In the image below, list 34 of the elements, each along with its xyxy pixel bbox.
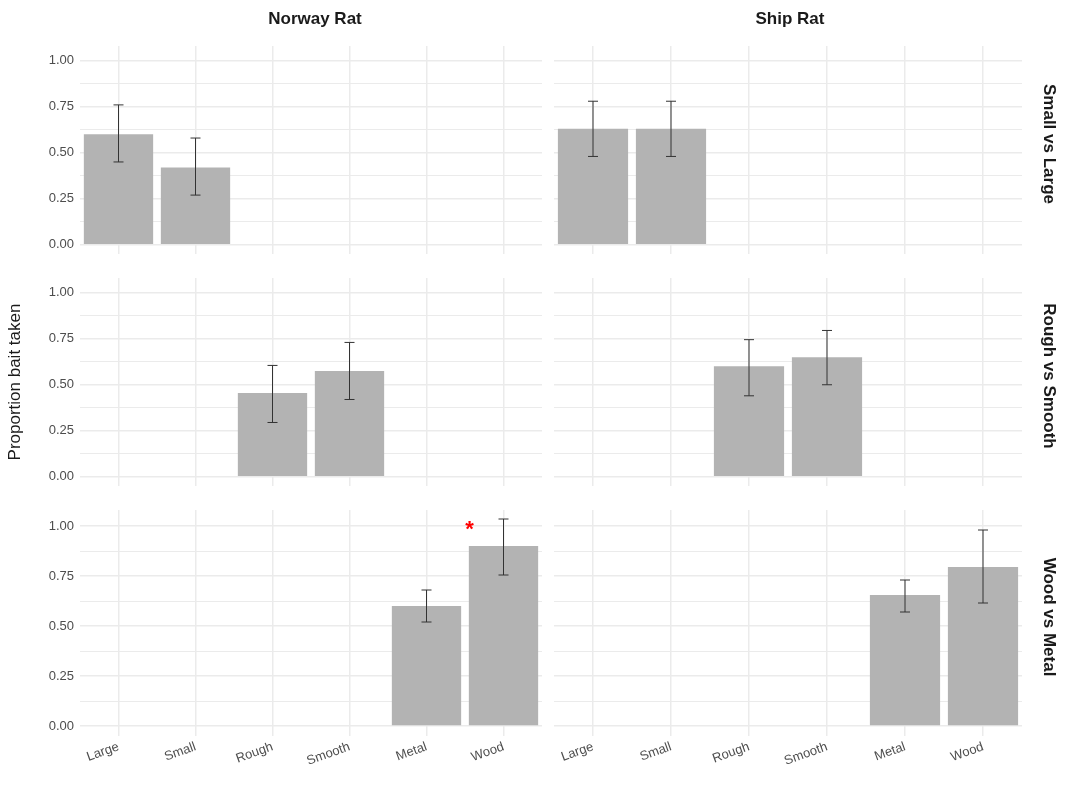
x-tick-label: Rough [710, 738, 752, 766]
y2-axis-title: Rough vs Smooth [1039, 303, 1060, 449]
y-tick-label: 0.00 [48, 468, 74, 484]
y-tick-label: 0.50 [48, 144, 74, 160]
x-tick-label: Rough [233, 738, 275, 766]
y2-axis-title: Small vs Large [1039, 83, 1060, 205]
x-tick-label: Metal [393, 738, 429, 764]
y-tick-label: 0.75 [48, 567, 74, 583]
x-tick-label: Small [637, 738, 674, 764]
y-tick-label: 0.50 [48, 376, 74, 392]
y-tick-label: 0.75 [48, 330, 74, 346]
x-tick-label: Smooth [304, 738, 352, 768]
y-tick-label: 0.25 [48, 667, 74, 683]
y-axis-title: Proportion bait taken [5, 303, 25, 461]
y-tick-label: 1.00 [48, 517, 74, 533]
y-tick-label: 1.00 [48, 52, 74, 68]
y-tick-label: 0.25 [48, 422, 74, 438]
chart-title: Ship Rat [754, 8, 826, 30]
x-tick-label: Large [558, 738, 596, 764]
x-tick-label: Metal [872, 738, 908, 764]
chart-title: Norway Rat [267, 8, 363, 30]
y2-axis-title: Wood vs Metal [1039, 557, 1060, 677]
y-tick-label: 0.00 [48, 717, 74, 733]
x-tick-label: Large [84, 738, 121, 764]
y-tick-label: 0.75 [48, 98, 74, 114]
annotation: * [465, 516, 475, 542]
y-tick-label: 0.50 [48, 617, 74, 633]
x-tick-label: Smooth [782, 738, 830, 768]
x-tick-label: Wood [468, 738, 506, 765]
y-tick-label: 1.00 [48, 284, 74, 300]
y-tick-label: 0.25 [48, 190, 74, 206]
x-tick-label: Small [162, 738, 198, 764]
x-tick-label: Wood [948, 738, 986, 765]
y-tick-label: 0.00 [48, 236, 74, 252]
